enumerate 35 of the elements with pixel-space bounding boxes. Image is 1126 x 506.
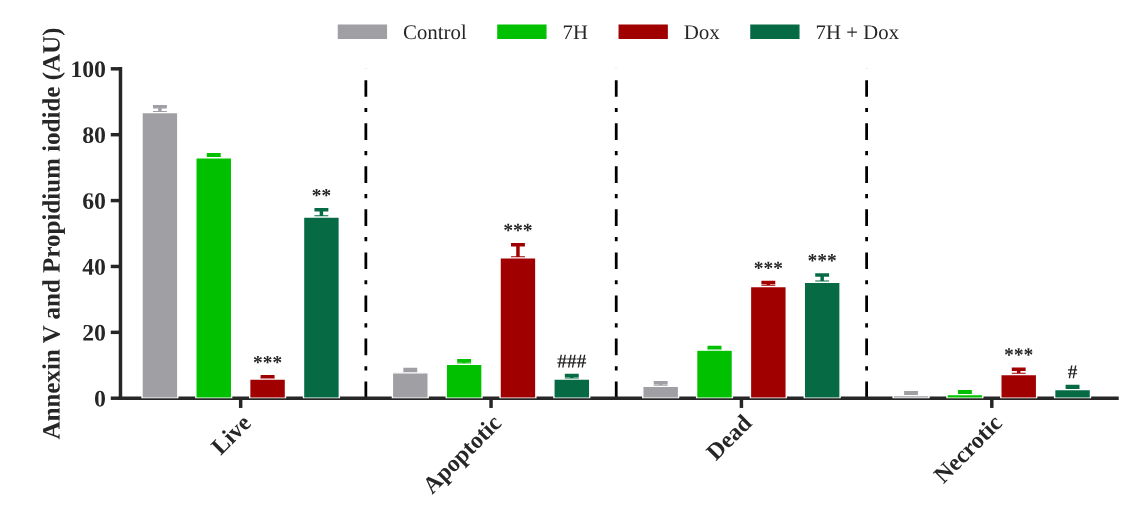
bar bbox=[749, 285, 787, 399]
data-label: *** bbox=[808, 254, 836, 262]
bar bbox=[1053, 388, 1092, 399]
x-tick-label: Live bbox=[209, 413, 252, 456]
bar bbox=[195, 157, 233, 399]
y-tick-label: 80 bbox=[83, 127, 105, 144]
bar bbox=[642, 385, 680, 399]
legend-label: Control bbox=[403, 24, 467, 40]
bar bbox=[391, 372, 429, 399]
bar bbox=[248, 378, 287, 399]
y-tick-label: 20 bbox=[83, 324, 105, 341]
bar bbox=[1000, 373, 1038, 399]
data-label: # bbox=[1067, 365, 1078, 379]
y-tick-label: 40 bbox=[82, 258, 105, 275]
bar bbox=[553, 378, 591, 399]
data-label: ### bbox=[557, 354, 587, 368]
y-tick-label: 60 bbox=[83, 193, 105, 209]
data-label: *** bbox=[504, 223, 532, 232]
y-tick-label: 100 bbox=[72, 61, 105, 78]
data-label: ** bbox=[312, 188, 331, 197]
bar bbox=[445, 363, 483, 399]
bar bbox=[803, 281, 841, 399]
legend-label: Dox bbox=[684, 25, 720, 40]
data-label: *** bbox=[253, 355, 282, 364]
data-label: *** bbox=[1004, 348, 1033, 356]
y-tick-label: 0 bbox=[94, 390, 105, 407]
legend-label: 7H + Dox bbox=[816, 25, 899, 40]
bar bbox=[141, 111, 179, 399]
bar bbox=[892, 394, 930, 399]
bar bbox=[946, 393, 984, 399]
bar bbox=[695, 349, 734, 399]
y-axis-title: Annexin V and Propidium iodide (AU) bbox=[42, 28, 65, 440]
data-label: *** bbox=[754, 261, 783, 270]
bar bbox=[302, 216, 341, 399]
legend-label: 7H bbox=[563, 25, 588, 40]
